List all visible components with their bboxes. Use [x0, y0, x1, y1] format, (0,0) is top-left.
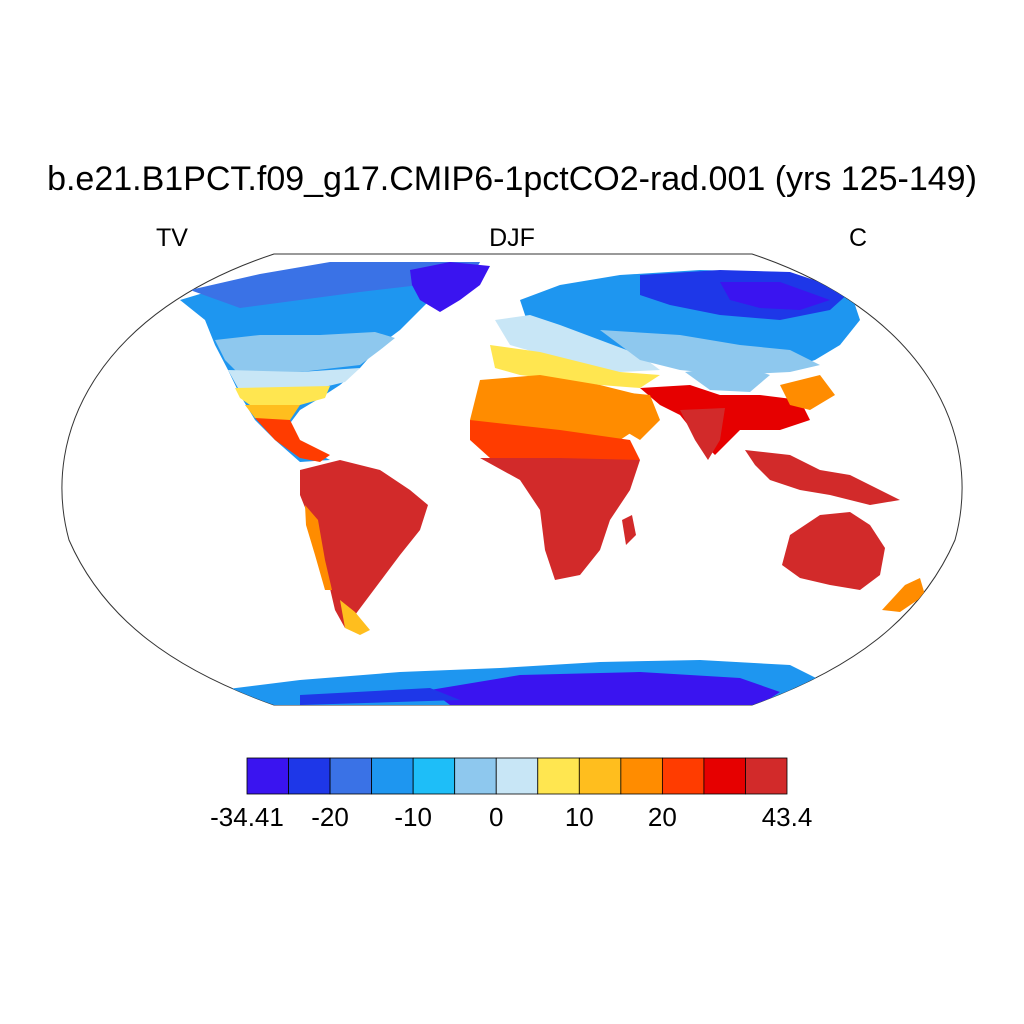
colorbar	[246, 757, 788, 795]
south-america	[300, 460, 428, 628]
season-label: DJF	[489, 224, 535, 252]
colorbar-swatch	[371, 757, 414, 795]
new-zealand	[882, 578, 925, 612]
greenland	[410, 262, 490, 312]
colorbar-tick-label: 10	[564, 802, 594, 832]
colorbar-swatch	[661, 757, 705, 795]
colorbar-swatch	[745, 757, 788, 795]
colorbar-tick-label: -34.41	[210, 802, 284, 832]
colorbar-swatch	[454, 757, 497, 795]
colorbar-tick-label: 20	[647, 802, 677, 832]
colorbar-tick-label: -20	[311, 802, 349, 832]
map-title: b.e21.B1PCT.f09_g17.CMIP6-1pctCO2-rad.00…	[47, 160, 977, 198]
us-south-warm	[235, 386, 330, 405]
south-asia-hot	[640, 385, 810, 455]
east-asia-warm	[780, 375, 835, 410]
colorbar-swatch	[246, 757, 289, 795]
canada-mid	[215, 332, 395, 375]
maritime-continent	[745, 450, 900, 505]
antarctica-interior	[430, 672, 780, 705]
andes-west-edge	[305, 505, 332, 590]
colorbar-swatch	[412, 757, 456, 795]
africa-central-south	[480, 458, 640, 580]
siberia-core	[720, 282, 830, 310]
us-cool	[228, 368, 360, 388]
africa-sahel	[470, 420, 640, 460]
units-label: C	[849, 224, 868, 252]
variable-label: TV	[156, 224, 188, 252]
colorbar-swatch	[329, 757, 373, 795]
patagonia	[340, 600, 370, 635]
colorbar-tick-label: -10	[394, 802, 432, 832]
madagascar	[622, 515, 636, 545]
colorbar-swatch	[495, 757, 539, 795]
arabia	[600, 390, 660, 440]
tibet-plateau	[685, 365, 770, 392]
antarctica-mid	[300, 688, 460, 705]
colorbar-swatch	[288, 757, 331, 795]
mediterranean-warm	[490, 345, 660, 388]
india	[680, 408, 725, 460]
colorbar-swatch	[703, 757, 746, 795]
central-america	[255, 418, 330, 462]
colorbar-tick-label: 0	[488, 802, 504, 832]
colorbar-tick-label: 43.4	[761, 802, 813, 832]
mexico-warm	[245, 405, 300, 428]
colorbar-swatch	[537, 757, 580, 795]
europe-cool	[495, 315, 660, 372]
colorbar-swatch	[620, 757, 663, 795]
north-america-arctic	[190, 262, 480, 308]
colorbar-swatch	[578, 757, 622, 795]
australia	[782, 512, 885, 590]
central-asia-cool	[600, 330, 820, 375]
